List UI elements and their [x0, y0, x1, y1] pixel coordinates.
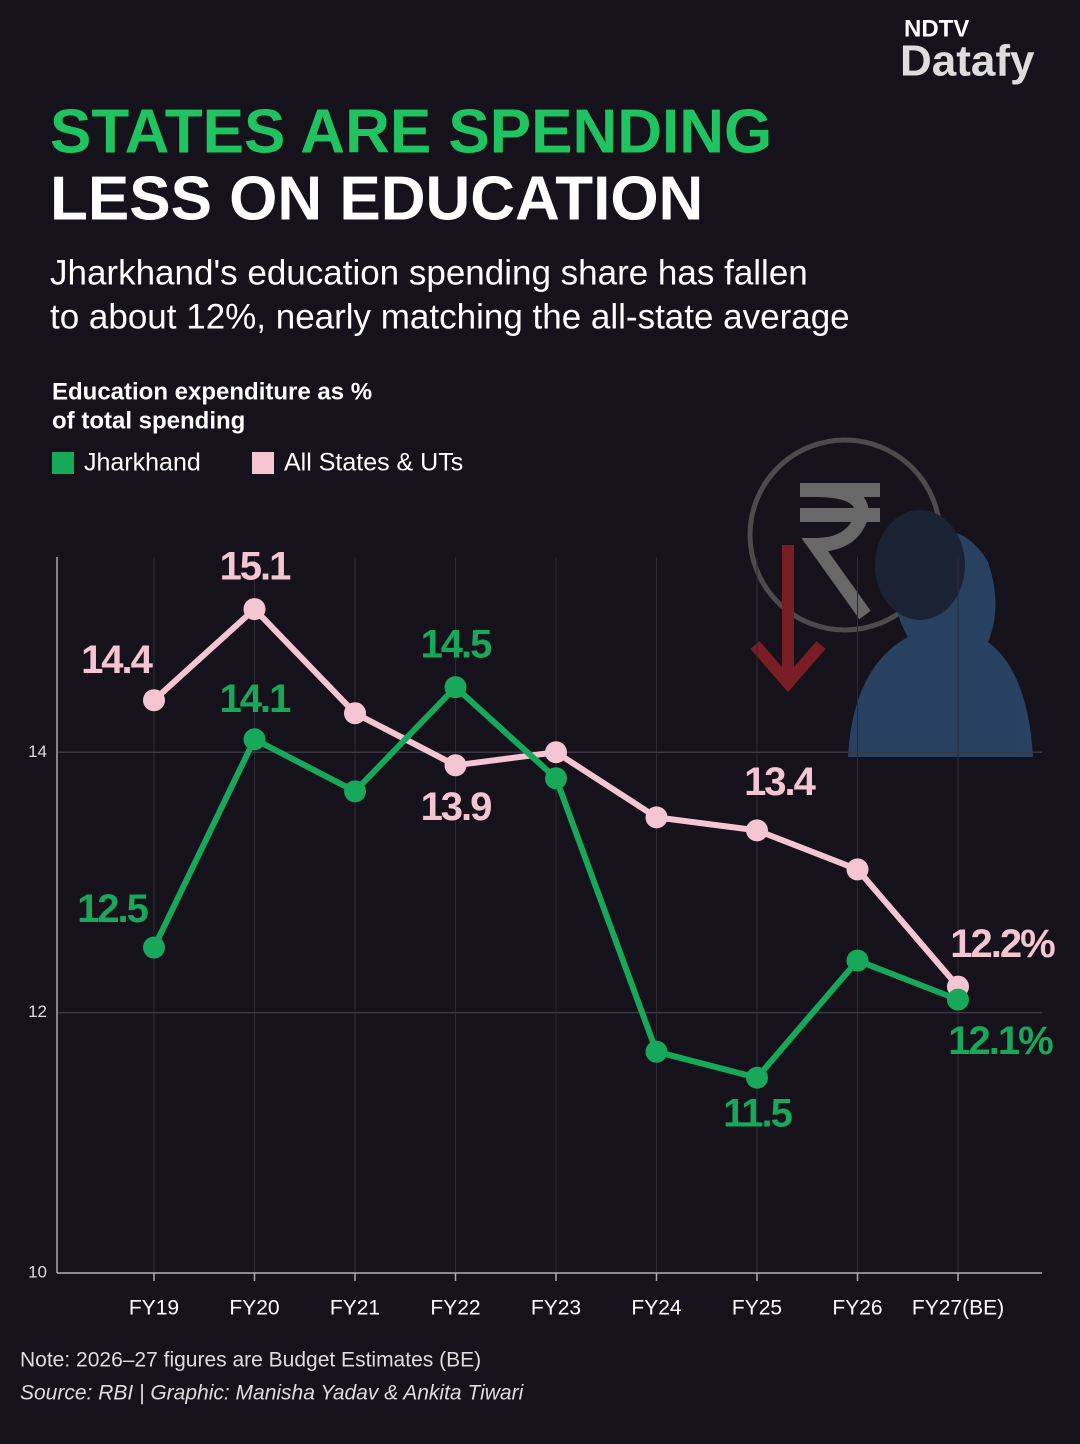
axis-title: of total spending: [52, 407, 245, 434]
subtitle-line: Jharkhand's education spending share has…: [50, 253, 808, 292]
note: Note: 2026–27 figures are Budget Estimat…: [20, 1349, 481, 1372]
legend-swatch: [252, 452, 274, 474]
x-tick-label: FY21: [330, 1297, 380, 1320]
y-tick-label: 14: [28, 742, 47, 761]
data-point: [846, 858, 869, 881]
subtitle-line: to about 12%, nearly matching the all-st…: [50, 297, 850, 336]
data-point: [545, 767, 567, 790]
title-line: LESS ON EDUCATION: [50, 164, 703, 233]
data-label: 12.1%: [948, 1019, 1053, 1063]
x-tick-label: FY25: [732, 1297, 782, 1320]
data-label: 14.5: [421, 623, 493, 667]
x-tick-label: FY24: [631, 1297, 682, 1320]
data-label: 14.4: [81, 638, 154, 682]
data-point: [143, 936, 165, 959]
data-label: 12.5: [77, 887, 149, 931]
data-point: [143, 689, 165, 712]
data-point: [344, 702, 366, 725]
legend-label: Jharkhand: [84, 449, 201, 477]
x-tick-label: FY27(BE): [912, 1297, 1004, 1320]
y-tick-label: 10: [28, 1262, 47, 1281]
data-point: [444, 676, 467, 699]
data-point: [645, 806, 668, 829]
source: Source: RBI | Graphic: Manisha Yadav & A…: [20, 1382, 525, 1405]
data-label: 14.1: [220, 677, 292, 721]
illustration: [747, 437, 1033, 757]
x-tick-label: FY22: [430, 1297, 480, 1320]
data-label: 15.1: [220, 545, 292, 589]
data-point: [645, 1040, 668, 1063]
data-point: [545, 741, 567, 764]
title-line: STATES ARE SPENDING: [50, 97, 772, 166]
y-tick-label: 12: [28, 1002, 47, 1021]
data-point: [846, 949, 869, 972]
x-tick-label: FY19: [129, 1297, 179, 1320]
brand-top: NDTV: [904, 15, 969, 42]
data-label: 13.9: [421, 785, 492, 829]
plot: Jharkhand All States & UTs 10 12 14 FY19 FY20 F…: [28, 449, 1057, 1320]
brand-name: Datafy: [900, 37, 1035, 86]
legend-swatch: [52, 452, 74, 474]
data-point: [444, 754, 467, 777]
data-point: [746, 819, 768, 842]
data-point: [243, 728, 266, 751]
data-label: 13.4: [744, 760, 817, 804]
legend-label: All States & UTs: [284, 449, 463, 477]
axis-title: Education expenditure as %: [52, 378, 372, 405]
data-point: [746, 1066, 768, 1089]
data-point: [243, 598, 266, 621]
x-tick-label: FY26: [832, 1297, 882, 1320]
data-label: 11.5: [723, 1091, 792, 1135]
x-tick-label: FY23: [531, 1297, 581, 1320]
x-tick-label: FY20: [229, 1297, 279, 1320]
data-point: [947, 988, 969, 1011]
data-label: 12.2%: [950, 922, 1055, 966]
data-point: [344, 780, 366, 803]
